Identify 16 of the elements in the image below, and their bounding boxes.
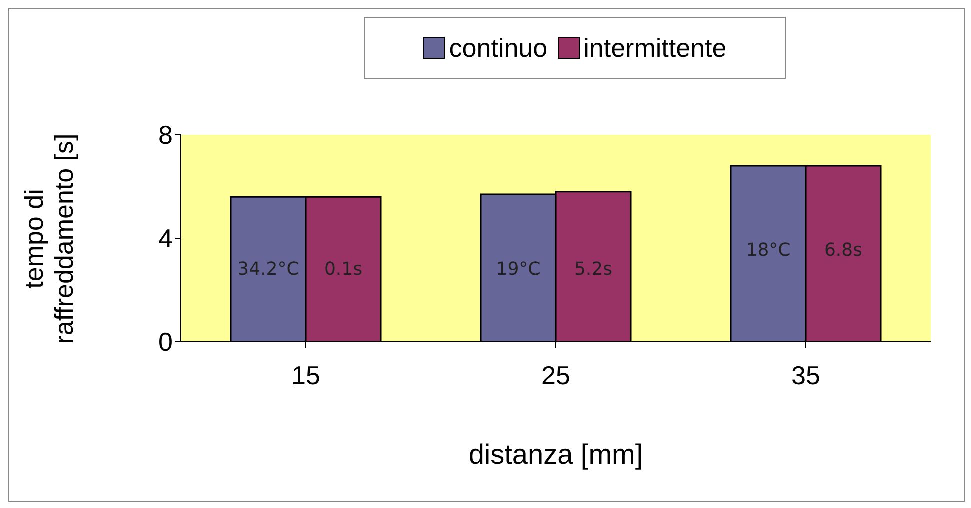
annotation: 19°C <box>495 258 542 280</box>
x-tick-label: 35 <box>792 360 820 390</box>
x-axis-title: distanza [mm] <box>468 439 644 471</box>
y-tick-label: 8 <box>158 120 173 150</box>
annotation: 6.8s <box>823 240 864 262</box>
legend-label: continuo <box>448 32 548 64</box>
legend-label: intermittente <box>582 32 727 64</box>
annotation: 5.2s <box>573 258 614 280</box>
y-axis-title: tempo di raffreddamento [s] <box>19 132 79 346</box>
annotation: 34.2°C <box>236 258 300 280</box>
annotation: 0.1s <box>324 258 362 280</box>
x-tick-label: 25 <box>542 360 570 390</box>
y-tick-label: 4 <box>158 224 173 254</box>
y-tick-label: 0 <box>158 327 173 358</box>
x-tick-label: 15 <box>292 360 320 390</box>
annotation: 18°C <box>745 240 792 262</box>
